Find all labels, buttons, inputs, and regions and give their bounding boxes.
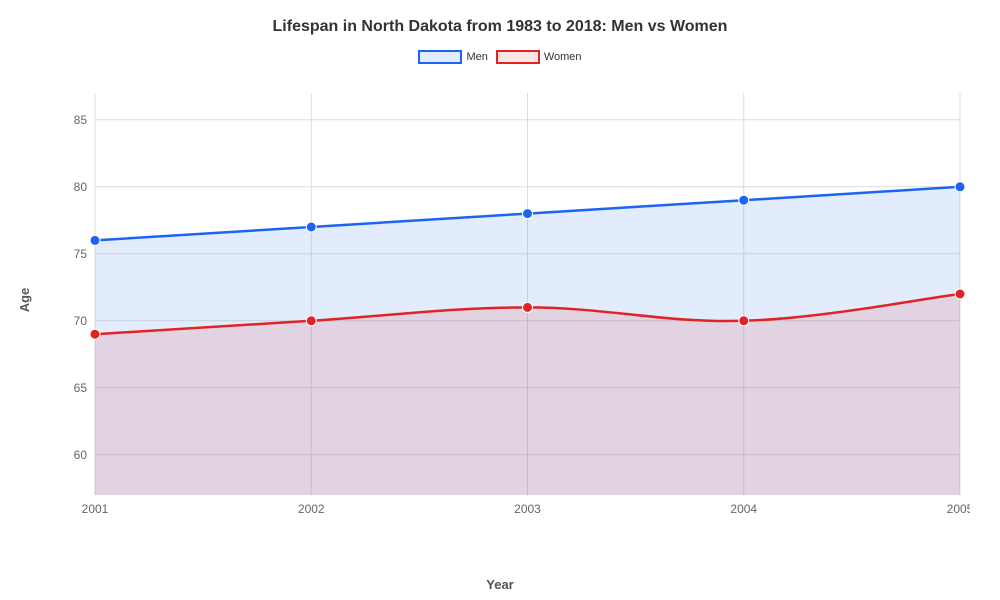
y-tick-label: 75 [74, 247, 88, 261]
x-tick-label: 2004 [730, 502, 757, 516]
y-tick-label: 70 [74, 314, 88, 328]
data-point-women[interactable] [306, 316, 316, 326]
x-axis-title: Year [486, 577, 513, 592]
legend: Men Women [0, 50, 1000, 64]
plot-area: 60 65 70 75 80 85 2001 2002 2003 2004 2005 [60, 85, 970, 525]
legend-label-men: Men [466, 51, 487, 63]
chart-container: Lifespan in North Dakota from 1983 to 20… [0, 0, 1000, 600]
legend-item-men[interactable]: Men [418, 50, 487, 64]
legend-swatch-women [496, 50, 540, 64]
y-tick-label: 85 [74, 113, 88, 127]
x-tick-label: 2001 [82, 502, 109, 516]
y-tick-label: 80 [74, 180, 88, 194]
y-axis-title: Age [17, 288, 32, 313]
x-tick-label: 2002 [298, 502, 325, 516]
data-point-men[interactable] [955, 182, 965, 192]
data-point-women[interactable] [739, 316, 749, 326]
legend-swatch-men [418, 50, 462, 64]
data-point-women[interactable] [90, 329, 100, 339]
x-tick-label: 2003 [514, 502, 541, 516]
legend-item-women[interactable]: Women [496, 50, 582, 64]
y-tick-label: 60 [74, 448, 88, 462]
y-tick-label: 65 [74, 381, 88, 395]
legend-label-women: Women [544, 51, 582, 63]
plot-svg: 60 65 70 75 80 85 2001 2002 2003 2004 2005 [60, 85, 970, 525]
data-point-women[interactable] [955, 289, 965, 299]
data-point-men[interactable] [90, 235, 100, 245]
data-point-men[interactable] [523, 209, 533, 219]
chart-title: Lifespan in North Dakota from 1983 to 20… [0, 0, 1000, 36]
x-tick-label: 2005 [947, 502, 970, 516]
data-point-men[interactable] [306, 222, 316, 232]
data-point-men[interactable] [739, 195, 749, 205]
data-point-women[interactable] [523, 302, 533, 312]
